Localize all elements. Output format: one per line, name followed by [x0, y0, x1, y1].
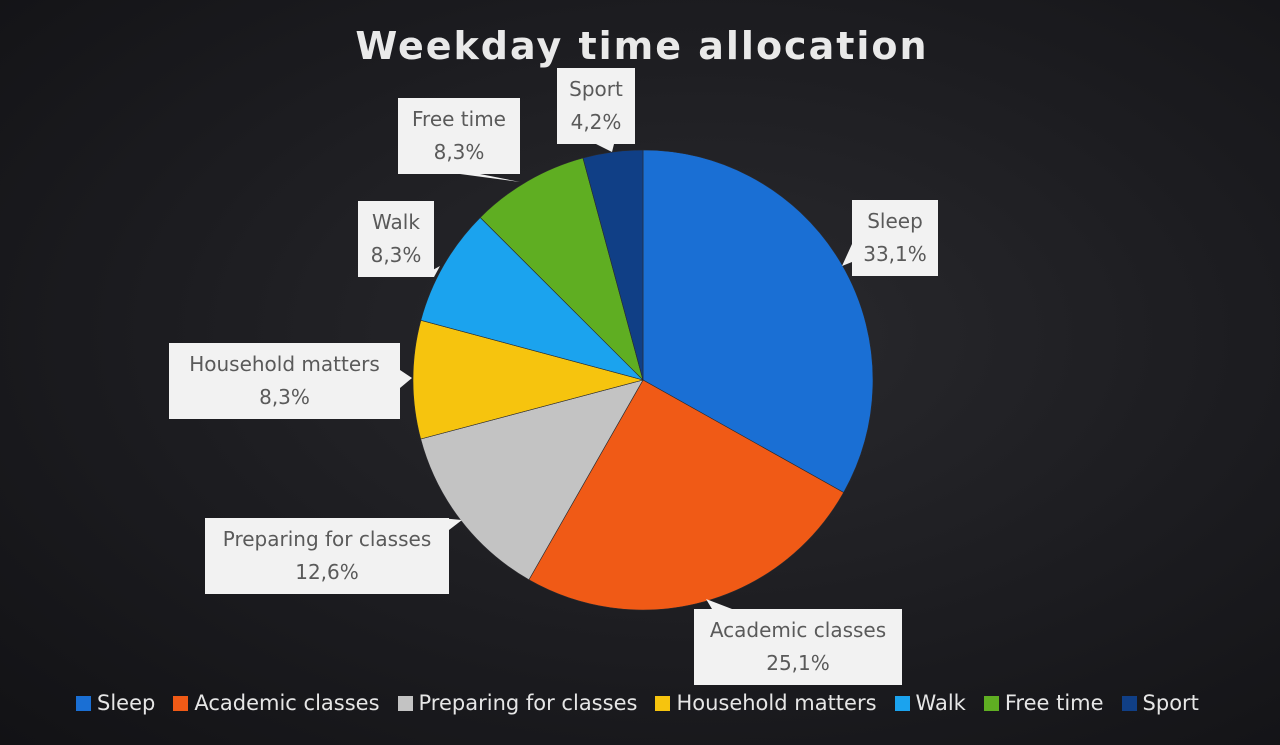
legend-swatch-sport	[1121, 695, 1137, 711]
callout-preparing-label: Preparing for classes	[222, 527, 432, 551]
legend-swatch-walk	[894, 695, 910, 711]
callout-free-time: Free time 8,3%	[398, 98, 520, 174]
pie-slice-academic-classes	[528, 379, 845, 611]
pie-slice-walk	[420, 217, 645, 381]
pie-slice-sleep	[642, 149, 874, 493]
callout-walk-label: Walk	[372, 210, 420, 234]
callout-household-matters: Household matters 8,3%	[169, 343, 400, 419]
callout-sleep: Sleep 33,1%	[852, 200, 938, 276]
callout-pointer-household-matters	[400, 370, 412, 388]
callout-pointer-academic-classes	[706, 599, 732, 609]
pie-slice-free-time	[479, 157, 644, 382]
callout-sport: Sport 4,2%	[557, 68, 635, 144]
callout-free-time-value: 8,3%	[433, 140, 485, 164]
callout-free-time-label: Free time	[412, 107, 506, 131]
legend-item-walk: Walk	[894, 691, 966, 715]
legend-item-free-time: Free time	[983, 691, 1104, 715]
legend-label-academic-classes: Academic classes	[194, 691, 380, 715]
callout-walk: Walk 8,3%	[358, 201, 434, 277]
callout-household-label: Household matters	[189, 352, 380, 376]
legend-item-sleep: Sleep	[76, 691, 155, 715]
legend-swatch-sleep	[76, 695, 91, 711]
callout-sleep-value: 33,1%	[863, 242, 927, 266]
callout-preparing-value: 12,6%	[295, 560, 359, 584]
callout-preparing-for-classes: Preparing for classes 12,6%	[205, 518, 449, 594]
legend-swatch-academic-classes	[173, 695, 189, 711]
legend-item-sport: Sport	[1121, 691, 1199, 715]
callout-sport-label: Sport	[569, 77, 623, 101]
legend-item-preparing-for-classes: Preparing for classes	[397, 691, 638, 715]
callout-academic-classes-label: Academic classes	[709, 618, 887, 642]
callout-academic-classes-value: 25,1%	[766, 651, 830, 675]
pie-slice-household-matters	[412, 319, 645, 440]
legend-swatch-household-matters	[655, 695, 671, 711]
callout-pointer-sleep	[842, 244, 852, 266]
legend: Sleep Academic classes Preparing for cla…	[76, 688, 1217, 718]
callout-sleep-label: Sleep	[867, 209, 923, 233]
legend-label-household-matters: Household matters	[676, 691, 877, 715]
legend-swatch-preparing-for-classes	[397, 695, 413, 711]
legend-item-household-matters: Household matters	[655, 691, 877, 715]
chart-title: Weekday time allocation	[355, 24, 929, 68]
callout-pointer-sport	[596, 144, 614, 152]
callout-walk-value: 8,3%	[370, 243, 422, 267]
legend-item-academic-classes: Academic classes	[173, 691, 380, 715]
callout-pointer-free-time	[460, 174, 520, 182]
pie-slice-sport	[582, 149, 644, 381]
legend-label-preparing-for-classes: Preparing for classes	[418, 691, 638, 715]
callout-sport-value: 4,2%	[570, 110, 622, 134]
legend-label-walk: Walk	[915, 691, 966, 715]
legend-label-sleep: Sleep	[97, 691, 156, 715]
legend-label-free-time: Free time	[1004, 691, 1104, 715]
callout-academic-classes: Academic classes 25,1%	[694, 609, 902, 685]
callout-household-value: 8,3%	[259, 385, 310, 409]
legend-label-sport: Sport	[1142, 691, 1199, 715]
legend-swatch-free-time	[983, 695, 999, 711]
